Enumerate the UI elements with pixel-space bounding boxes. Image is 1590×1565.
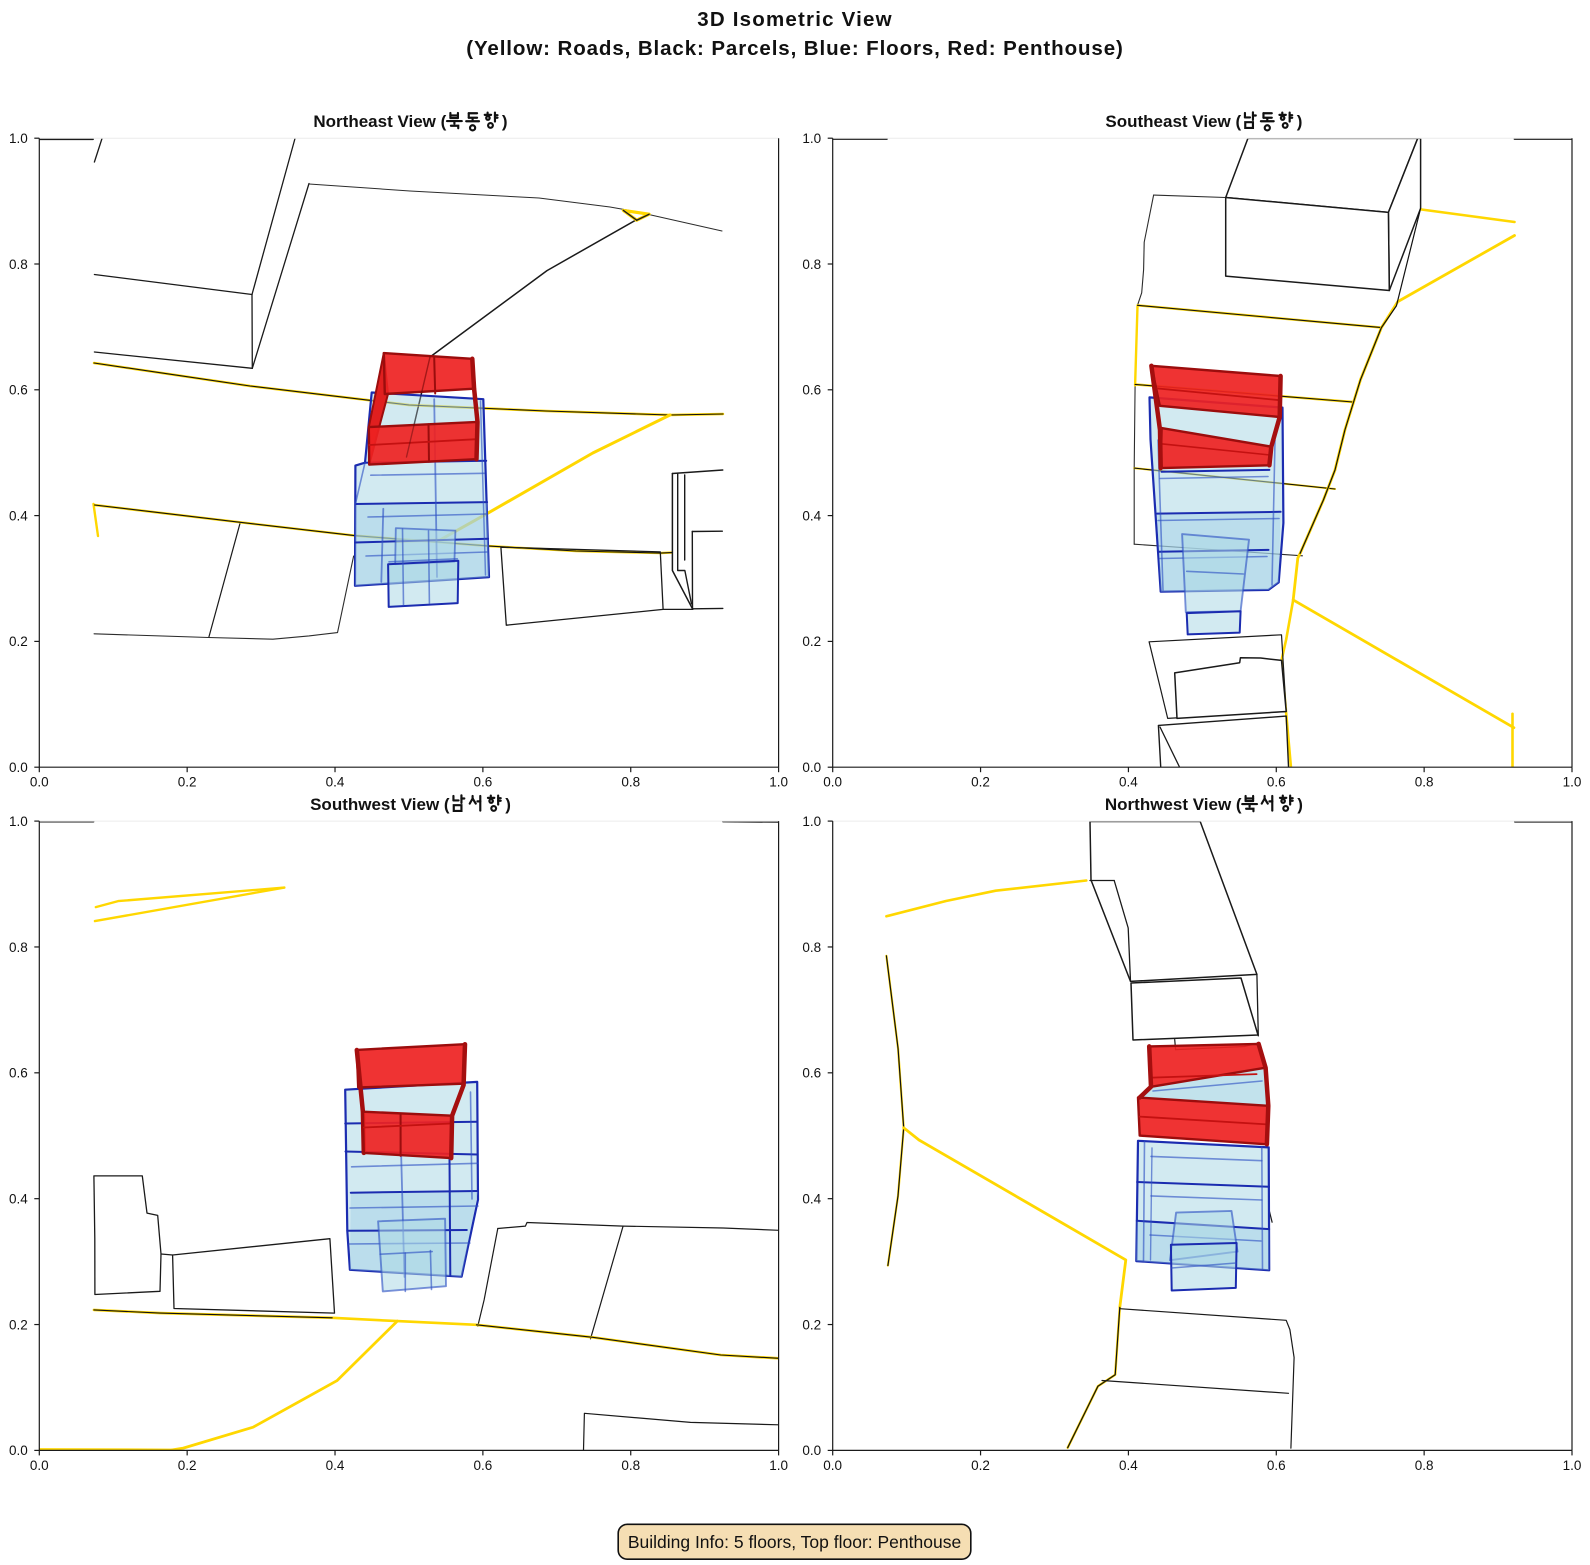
svg-text:0.8: 0.8	[802, 257, 821, 272]
svg-text:0.0: 0.0	[30, 775, 49, 790]
svg-text:0.8: 0.8	[621, 1458, 640, 1473]
svg-text:0.4: 0.4	[802, 508, 821, 523]
svg-text:0.6: 0.6	[802, 1066, 821, 1081]
svg-text:0.0: 0.0	[823, 1458, 842, 1473]
svg-text:0.2: 0.2	[9, 1317, 28, 1332]
svg-text:0.0: 0.0	[823, 775, 842, 790]
svg-text:0.8: 0.8	[1415, 775, 1434, 790]
svg-text:Northeast View (: Northeast View (	[313, 112, 446, 131]
svg-text:0.6: 0.6	[9, 383, 28, 398]
svg-text:0.8: 0.8	[802, 940, 821, 955]
svg-text:0.6: 0.6	[802, 383, 821, 398]
svg-text:0.4: 0.4	[1119, 1458, 1138, 1473]
svg-text:0.0: 0.0	[802, 1443, 821, 1458]
svg-text:1.0: 1.0	[9, 131, 28, 146]
svg-text:0.2: 0.2	[178, 775, 197, 790]
svg-text:0.2: 0.2	[178, 1458, 197, 1473]
svg-text:Building Info: 5 floors, Top f: Building Info: 5 floors, Top floor: Pent…	[628, 1532, 961, 1552]
svg-text:0.6: 0.6	[473, 1458, 492, 1473]
svg-text:Southeast View (: Southeast View (	[1105, 112, 1241, 131]
svg-text:0.4: 0.4	[326, 1458, 345, 1473]
svg-text:): )	[505, 795, 511, 814]
svg-text:1.0: 1.0	[802, 131, 821, 146]
svg-text:0.6: 0.6	[1267, 775, 1286, 790]
svg-text:0.4: 0.4	[1119, 775, 1138, 790]
svg-text:3D Isometric View: 3D Isometric View	[697, 8, 893, 31]
svg-text:0.4: 0.4	[326, 775, 345, 790]
svg-text:0.2: 0.2	[802, 634, 821, 649]
svg-text:0.8: 0.8	[621, 775, 640, 790]
svg-text:): )	[502, 112, 508, 131]
svg-text:): )	[1297, 112, 1303, 131]
svg-text:0.6: 0.6	[473, 775, 492, 790]
svg-text:0.2: 0.2	[9, 634, 28, 649]
svg-text:0.6: 0.6	[9, 1066, 28, 1081]
svg-text:1.0: 1.0	[802, 814, 821, 829]
svg-text:0.0: 0.0	[802, 760, 821, 775]
svg-text:(Yellow: Roads, Black: Parcels: (Yellow: Roads, Black: Parcels, Blue: Fl…	[466, 37, 1124, 60]
svg-text:0.4: 0.4	[9, 508, 28, 523]
svg-text:0.2: 0.2	[802, 1317, 821, 1332]
svg-text:Southwest View (: Southwest View (	[310, 795, 450, 814]
svg-text:): )	[1297, 795, 1303, 814]
svg-text:0.4: 0.4	[9, 1191, 28, 1206]
svg-text:1.0: 1.0	[1563, 775, 1582, 790]
svg-text:0.6: 0.6	[1267, 1458, 1286, 1473]
svg-text:0.2: 0.2	[971, 1458, 990, 1473]
svg-text:Northwest View (: Northwest View (	[1105, 795, 1242, 814]
svg-text:0.0: 0.0	[30, 1458, 49, 1473]
svg-text:1.0: 1.0	[769, 775, 788, 790]
svg-text:0.0: 0.0	[9, 760, 28, 775]
svg-text:0.8: 0.8	[1415, 1458, 1434, 1473]
svg-text:0.2: 0.2	[971, 775, 990, 790]
svg-text:0.4: 0.4	[802, 1191, 821, 1206]
svg-text:0.8: 0.8	[9, 940, 28, 955]
svg-text:1.0: 1.0	[769, 1458, 788, 1473]
svg-text:0.8: 0.8	[9, 257, 28, 272]
svg-text:1.0: 1.0	[1563, 1458, 1582, 1473]
svg-text:1.0: 1.0	[9, 814, 28, 829]
svg-text:0.0: 0.0	[9, 1443, 28, 1458]
